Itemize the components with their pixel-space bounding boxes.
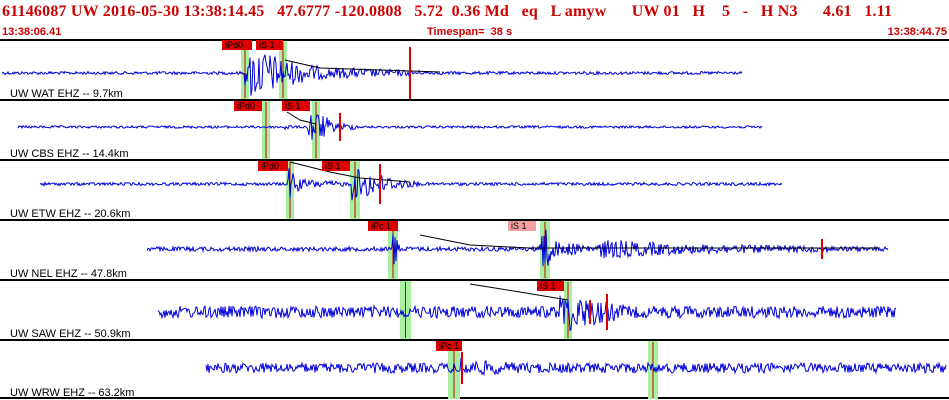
theoretical-arrival-curve [284, 59, 441, 73]
channel-separator [0, 99, 949, 101]
pick-label-box [368, 221, 398, 231]
waveform-trace [17, 114, 763, 140]
theoretical-arrival-curve [469, 283, 569, 301]
channel-separator [0, 219, 949, 221]
pick-label: iPc 1 [371, 221, 391, 231]
pick-label-box [282, 101, 310, 111]
pick-label: iPd0 [237, 101, 255, 111]
pick-label: iS 1 [540, 281, 556, 291]
header-bar: 61146087 UW 2016-05-30 13:38:14.45 47.67… [0, 0, 949, 40]
pick-label-box [436, 341, 462, 351]
pick-label-box [508, 221, 536, 231]
pick-label-box [256, 40, 283, 50]
channel-label-nel: UW NEL EHZ -- 47.8km [10, 268, 127, 280]
pick-label: iPc 1 [439, 341, 459, 351]
channel-separator [0, 397, 949, 399]
waveform-trace [157, 295, 897, 332]
pick-label: iPd0 [261, 161, 279, 171]
start-time: 13:38:06.41 [2, 26, 62, 38]
theoretical-arrival-curve [419, 234, 880, 249]
pick-label: iPd0 [225, 40, 243, 50]
pick-label: iS 1 [285, 101, 301, 111]
channel-separator [0, 279, 949, 281]
waveform-trace [39, 168, 783, 201]
channel-label-wrw: UW WRW EHZ -- 63.2km [10, 387, 135, 399]
timespan: Timespan= 38 s [427, 26, 513, 38]
end-time: 13:38:44.75 [887, 26, 947, 38]
pick-label-box [537, 281, 564, 291]
channel-label-etw: UW ETW EHZ -- 20.6km [10, 208, 131, 220]
theoretical-arrival-curve [286, 111, 317, 125]
event-title: 61146087 UW 2016-05-30 13:38:14.45 47.67… [2, 3, 893, 20]
pick-label: iS 1 [511, 221, 527, 231]
channel-label-cbs: UW CBS EHZ -- 14.4km [10, 148, 129, 160]
channel-separator [0, 159, 949, 161]
waveform-trace [146, 229, 889, 267]
theoretical-arrival-curve [289, 161, 411, 183]
pick-label-box [322, 161, 350, 171]
channel-label-saw: UW SAW EHZ -- 50.9km [10, 328, 131, 340]
pick-label-box [258, 161, 288, 171]
pick-label: iS 1 [325, 161, 341, 171]
channel-separator [0, 39, 949, 41]
channel-label-wat: UW WAT EHZ -- 9.7km [10, 88, 123, 100]
waveform-trace [1, 54, 743, 96]
waveform-trace [205, 357, 947, 377]
pick-label-box [234, 101, 262, 111]
pick-label: iS 1 [259, 40, 275, 50]
channel-separator [0, 339, 949, 341]
pick-label-box [222, 40, 252, 50]
